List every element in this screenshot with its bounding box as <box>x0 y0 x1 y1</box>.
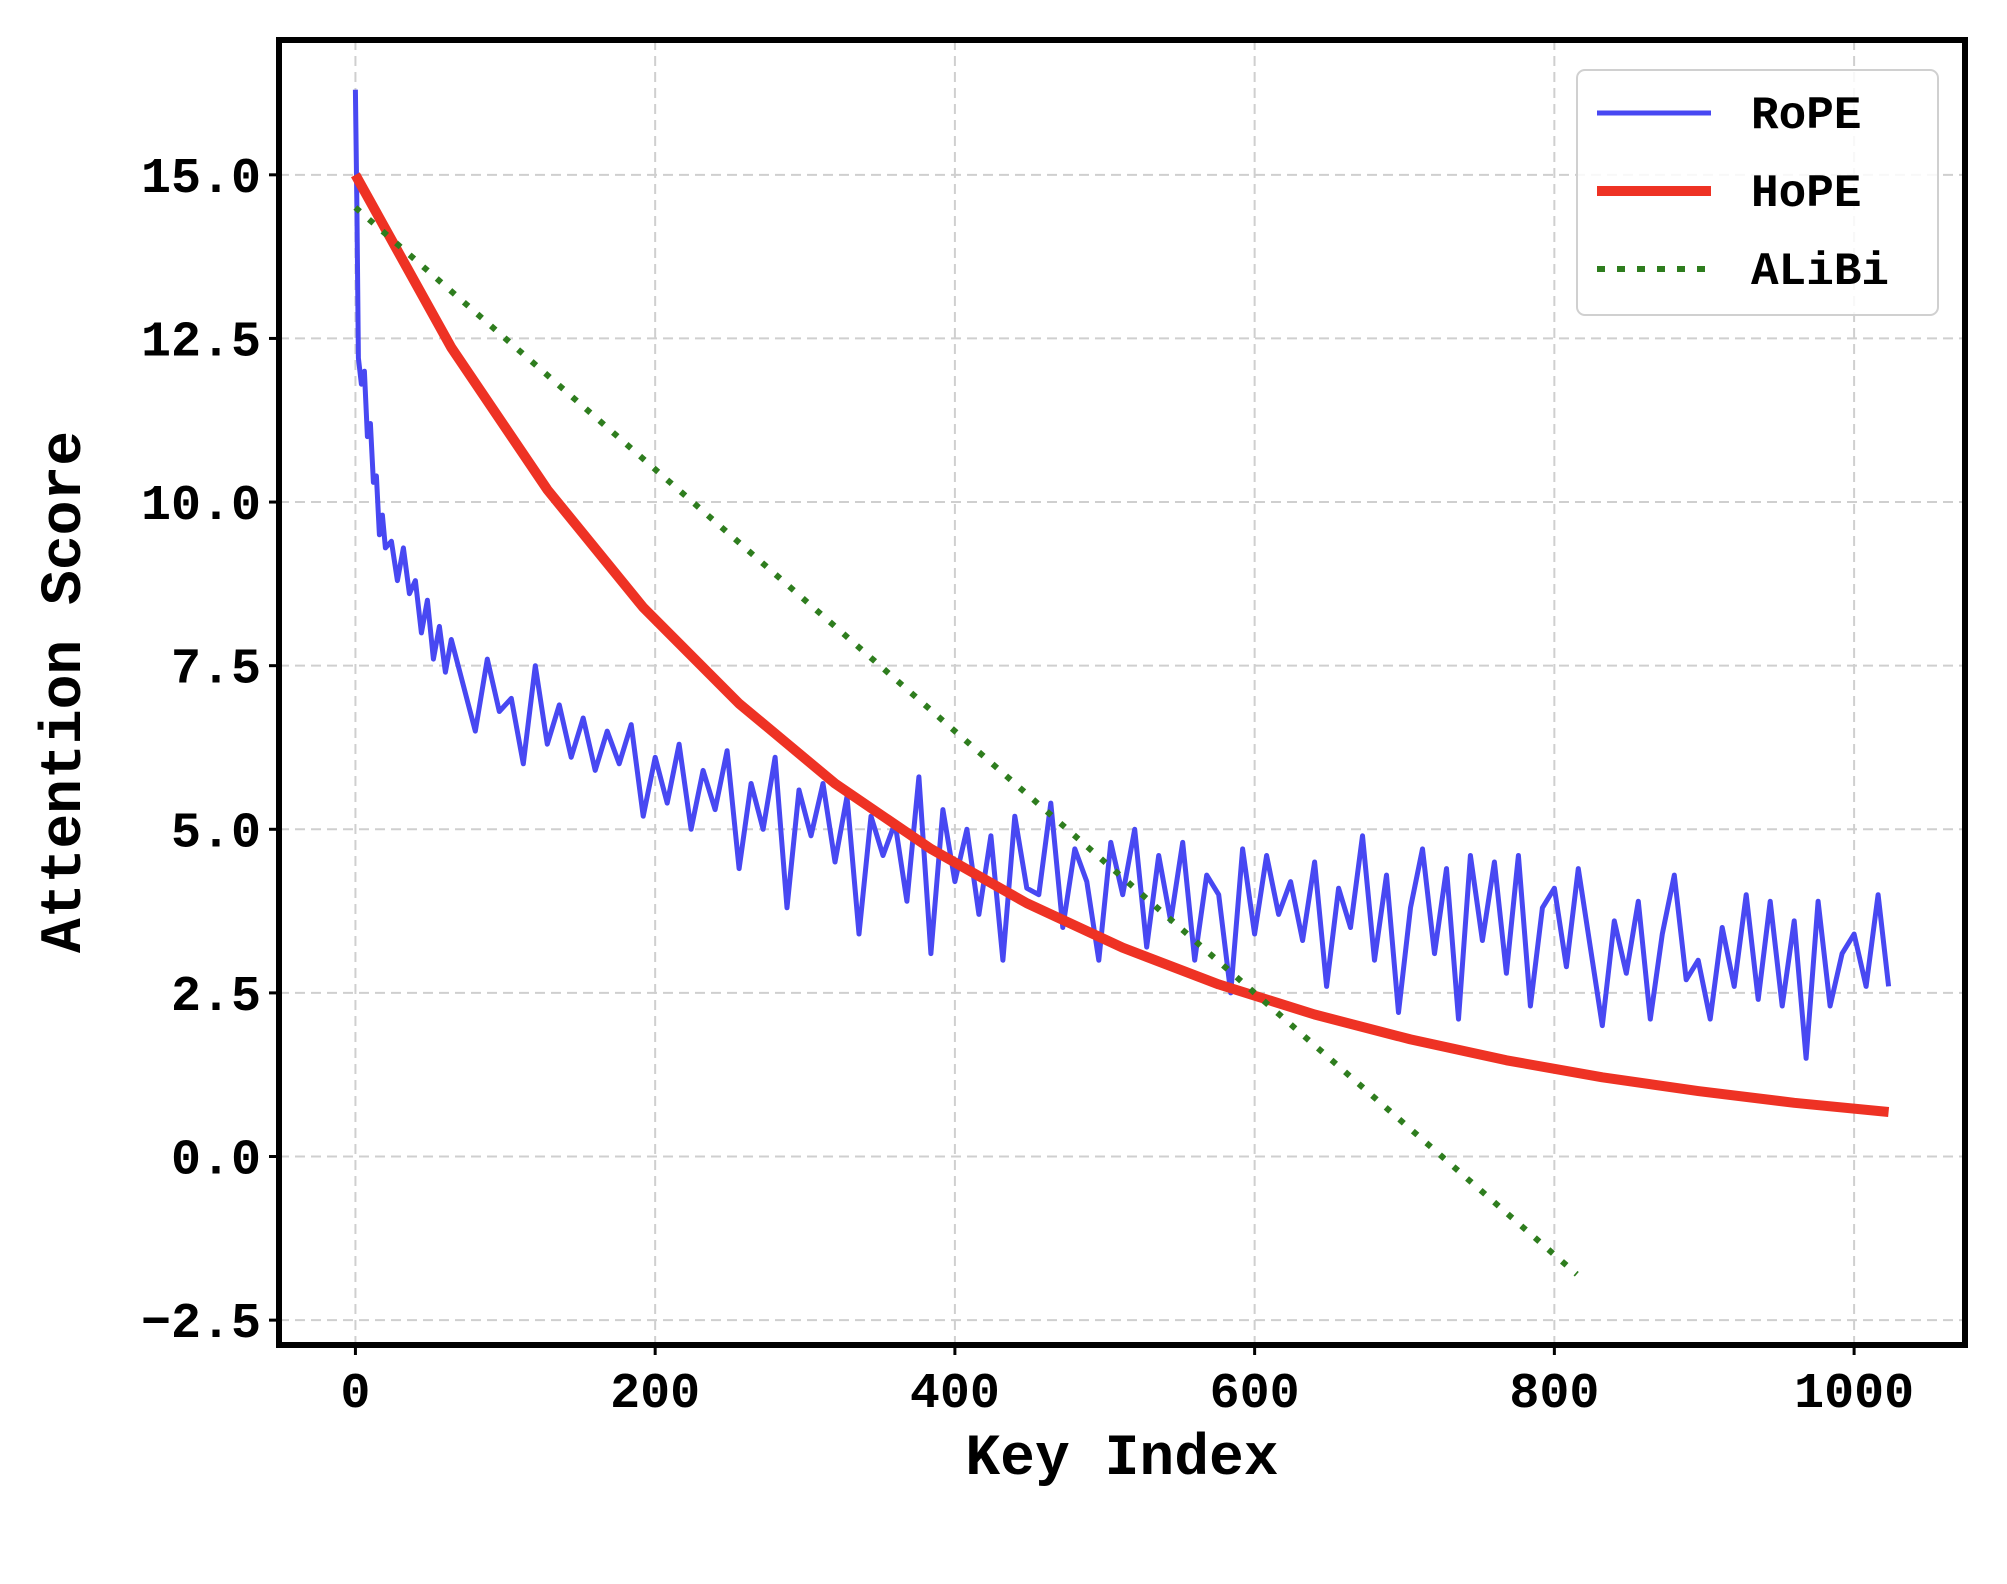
y-tick-label: 12.5 <box>141 314 261 371</box>
y-axis-label: Attention Score <box>33 431 98 953</box>
y-tick-label: 7.5 <box>171 642 261 699</box>
series-alibi-line <box>353 205 1579 1277</box>
series-lines <box>351 89 1892 1277</box>
x-tick-label: 1000 <box>1794 1366 1914 1423</box>
y-tick-label: 15.0 <box>141 151 261 208</box>
x-tick-label: 0 <box>340 1366 370 1423</box>
legend: RoPE HoPE ALiBi <box>1576 69 1939 316</box>
series-rope-line <box>352 89 1892 1061</box>
x-tick-label: 400 <box>910 1366 1000 1423</box>
x-axis-label: Key Index <box>965 1427 1278 1492</box>
legend-label-rope: RoPE <box>1751 90 1861 142</box>
legend-label-hope: HoPE <box>1751 168 1861 220</box>
x-tick-label: 800 <box>1509 1366 1599 1423</box>
legend-label-alibi: ALiBi <box>1751 246 1889 298</box>
tick-labels: 0 200 400 600 800 1000 −2.5 0.0 2.5 5.0 7.5 10.0 12.… <box>141 151 1914 1423</box>
axes-frame <box>276 37 1968 1348</box>
y-tick-label: −2.5 <box>141 1296 261 1353</box>
x-tick-label: 200 <box>610 1366 700 1423</box>
x-tick-label: 600 <box>1210 1366 1300 1423</box>
y-tick-label: 5.0 <box>171 805 261 862</box>
legend-box <box>1576 69 1939 316</box>
y-tick-label: 2.5 <box>171 969 261 1026</box>
y-tick-label: 10.0 <box>141 478 261 535</box>
series-hope-line <box>351 172 1890 1117</box>
y-tick-label: 0.0 <box>171 1133 261 1190</box>
